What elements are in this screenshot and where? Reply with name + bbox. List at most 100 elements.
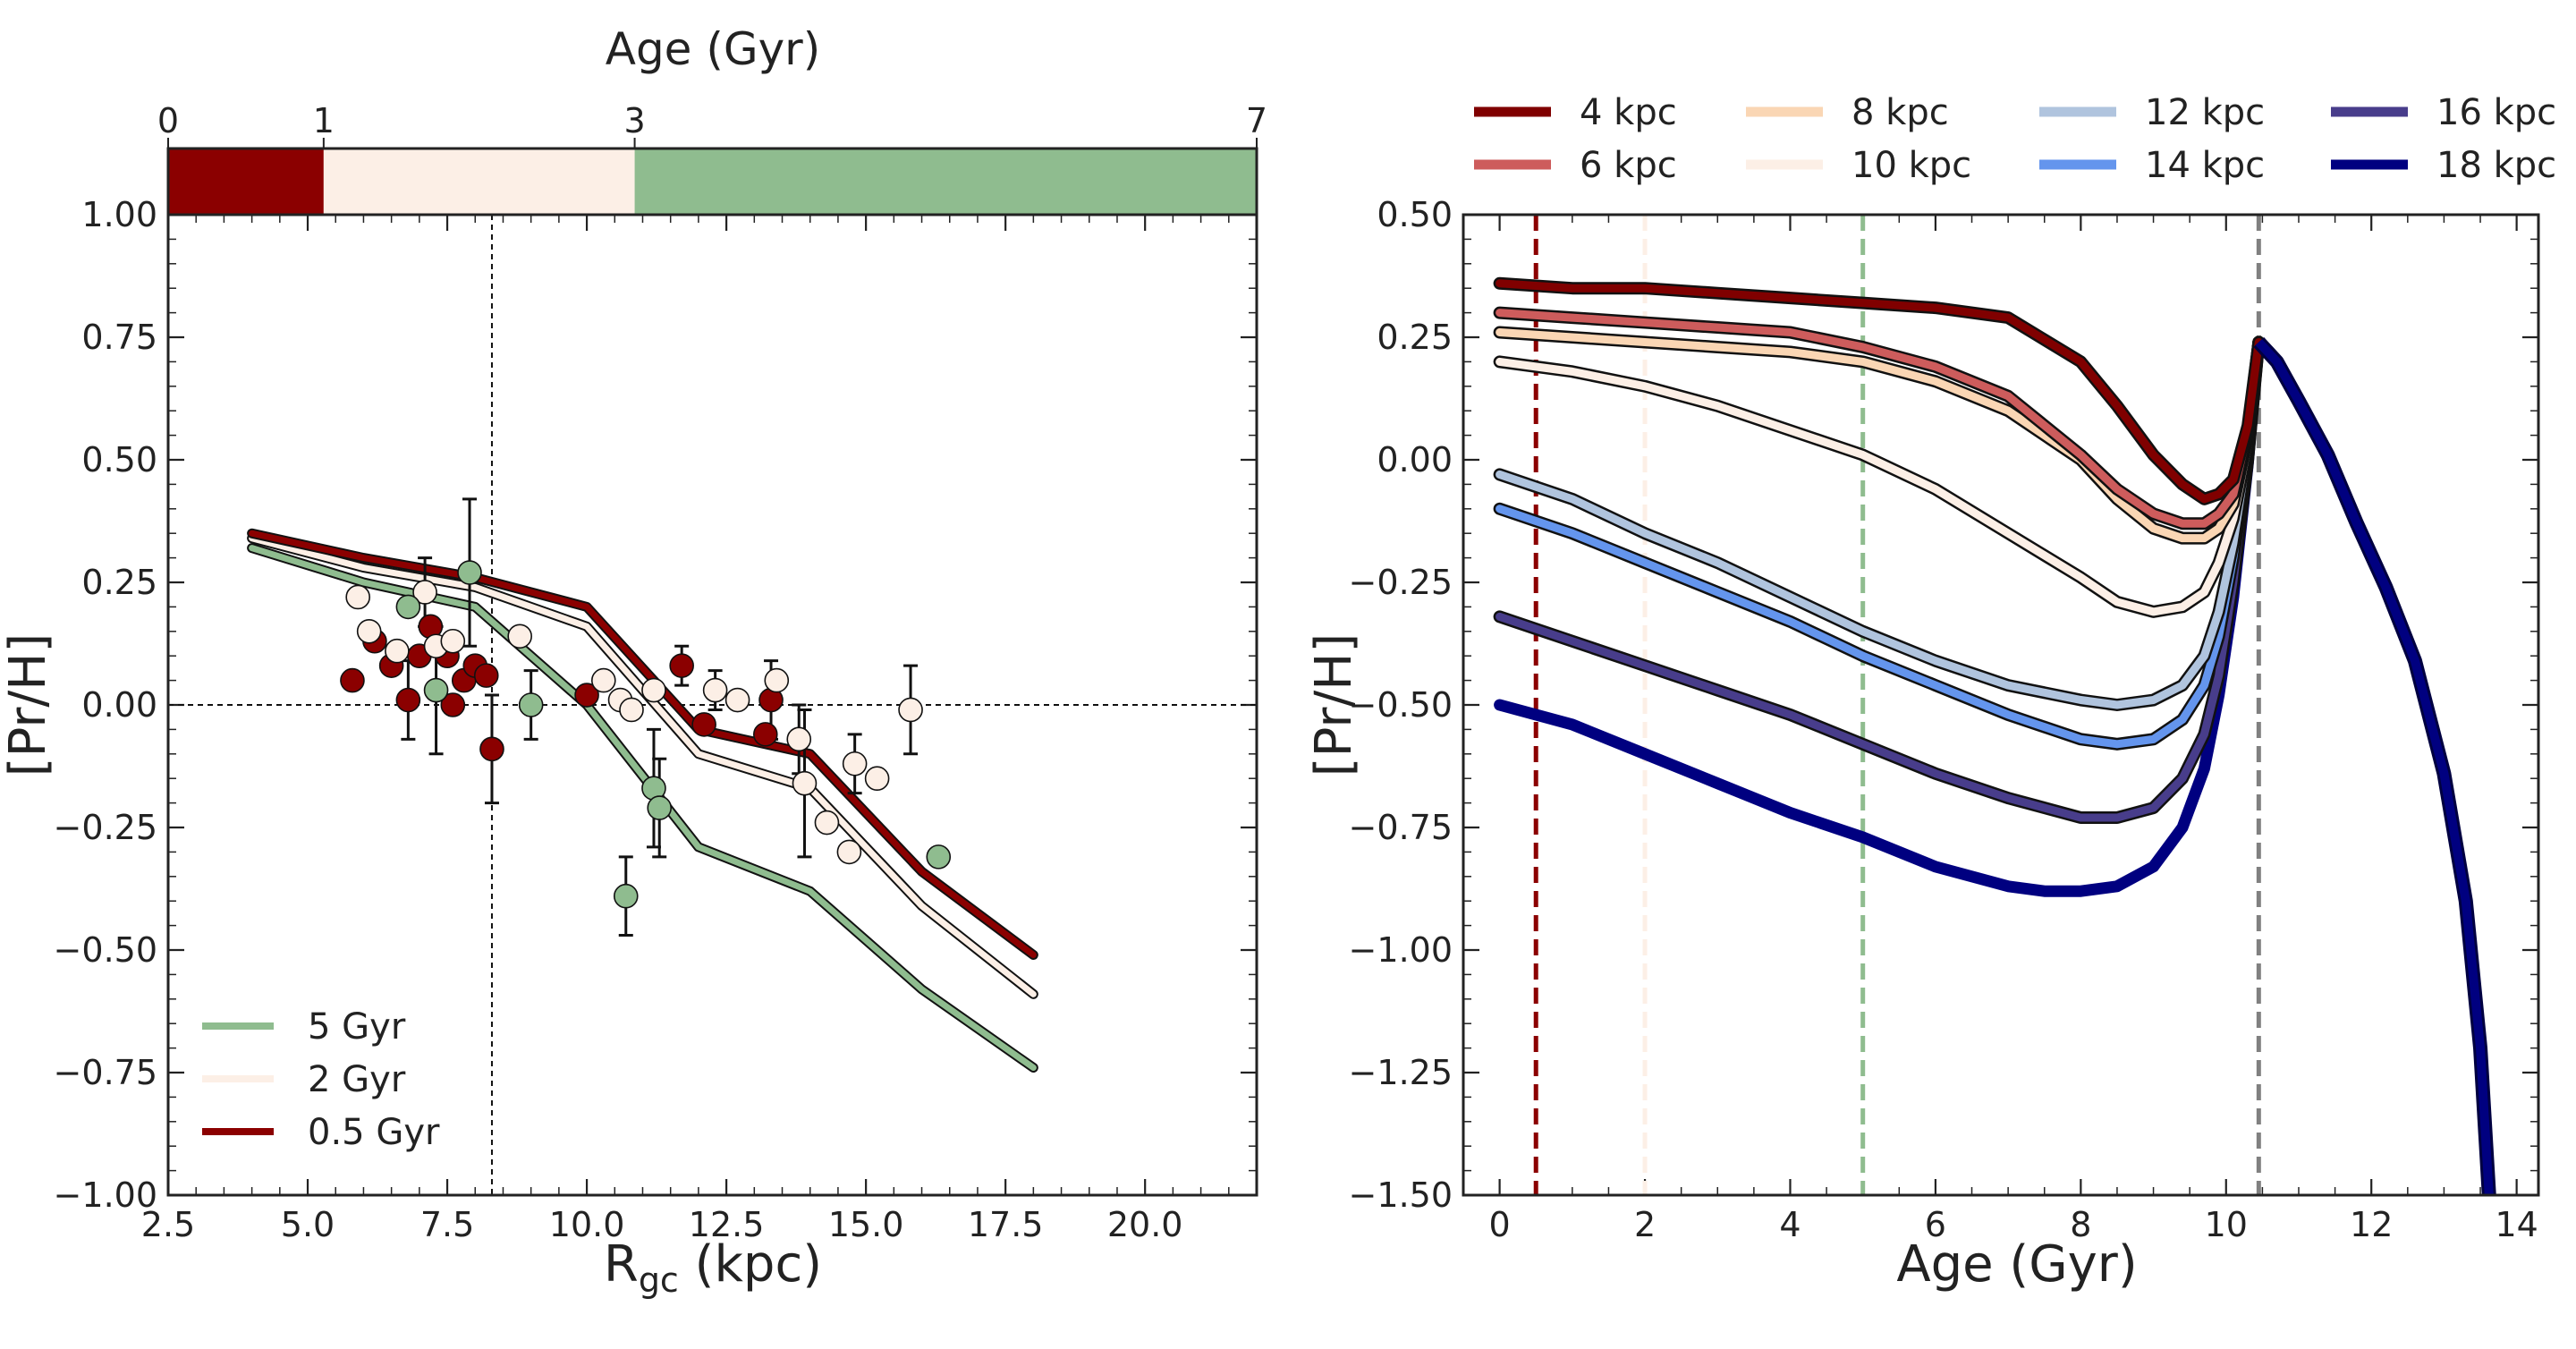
y-tick-label: −0.50 (54, 930, 157, 970)
data-point (669, 653, 694, 678)
legend-label: 4 kpc (1580, 92, 1677, 133)
data-point (440, 692, 466, 717)
series-line-16-kpc (1496, 337, 2263, 822)
data-point (440, 628, 466, 654)
series-line-12-kpc (1496, 337, 2263, 709)
model-lines (247, 528, 1038, 1073)
y-tick-label: −0.25 (54, 808, 157, 847)
data-point (786, 726, 812, 752)
x-axis-label: Rgc (kpc) (604, 1235, 822, 1300)
legend-label: 2 Gyr (308, 1059, 406, 1100)
x-tick-label: 12.5 (689, 1205, 765, 1244)
y-tick-label: 0.00 (1377, 440, 1453, 479)
x-tick-label: 17.5 (968, 1205, 1044, 1244)
colorbar-segment-0 (168, 148, 324, 215)
x-tick-label: 10.0 (549, 1205, 625, 1244)
data-point (395, 594, 421, 620)
data-point (457, 560, 482, 585)
x-tick-label: 5.0 (281, 1205, 335, 1244)
data-point (385, 638, 410, 664)
series-outline-14-kpc (1493, 335, 2266, 751)
x-tick-label: 7.5 (420, 1205, 474, 1244)
shared-tail-line (2255, 339, 2494, 1196)
data-point (926, 844, 952, 870)
y-tick-label: 0.25 (1377, 318, 1453, 357)
y-axis-label: [Pr/H] (0, 633, 57, 776)
y-tick-label: −0.75 (1349, 808, 1453, 847)
legend-label: 12 kpc (2145, 92, 2265, 133)
colorbar-segment-2 (634, 148, 1257, 215)
series-line-4-kpc (1496, 279, 2263, 504)
axis-ticks (1463, 213, 2538, 1197)
y-axis-label: [Pr/H] (1305, 633, 1363, 776)
data-point (752, 722, 778, 747)
series-outline-2-gyr (247, 533, 1038, 999)
legend-label: 16 kpc (2436, 92, 2556, 133)
y-tick-label: 0.50 (81, 440, 157, 479)
data-point (613, 883, 639, 909)
age-marker-lines (1533, 215, 2261, 1195)
y-tick-label: −0.25 (1349, 563, 1453, 602)
series-line-2-gyr (249, 535, 1037, 997)
series-line-5-gyr (249, 545, 1037, 1072)
shared-tail-outline (2253, 337, 2496, 1196)
x-tick-labels: 2.5 5.0 7.5 10.0 12.5 15.0 17.5 20.0 (141, 1205, 1183, 1244)
x-tick-label: 10 (2205, 1205, 2248, 1244)
x-tick-label: 12 (2350, 1205, 2393, 1244)
data-point (691, 712, 716, 737)
colorbar-tick-label: 1 (313, 101, 335, 140)
colorbar-segment-1 (323, 148, 635, 215)
data-point (619, 697, 644, 723)
y-tick-label: −1.25 (1349, 1053, 1453, 1092)
data-point (836, 839, 862, 865)
legend-label: 14 kpc (2145, 145, 2265, 186)
y-tick-labels: −1.00 −0.75 −0.50 −0.25 0.00 0.25 0.50 0.75 1.00 (54, 195, 157, 1215)
data-point (507, 624, 532, 649)
data-point (702, 677, 728, 703)
x-tick-label: 4 (1779, 1205, 1801, 1244)
data-point (412, 580, 437, 605)
colorbar-label: Age (Gyr) (606, 23, 821, 75)
plot-frame (1462, 213, 2540, 1197)
left-panel: Age (Gyr) 0 1 3 7 2.5 5.0 7.5 10.0 12.5 15.0 17.5… (0, 23, 1267, 1300)
legend-label: 8 kpc (1852, 92, 1949, 133)
x-tick-label: 8 (2070, 1205, 2091, 1244)
y-tick-label: 0.75 (81, 318, 157, 357)
evolution-lines (1493, 276, 2496, 1196)
age-colorbar (166, 147, 1258, 216)
legend-label: 10 kpc (1852, 145, 1971, 186)
data-point (340, 667, 365, 693)
data-point (792, 770, 818, 796)
series-line-14-kpc (1496, 337, 2263, 749)
x-axis-label: Age (Gyr) (1896, 1235, 2137, 1294)
x-tick-labels: 0 2 4 6 8 10 12 14 (1489, 1205, 2538, 1244)
legend-label: 5 Gyr (308, 1006, 406, 1048)
legend: 5 Gyr 2 Gyr 0.5 Gyr (202, 1006, 440, 1153)
legend: 4 kpc 6 kpc 8 kpc 10 kpc 12 kpc 14 kpc 16 kpc 1… (1474, 92, 2556, 186)
y-tick-label: −0.75 (54, 1053, 157, 1092)
x-tick-label: 0 (1489, 1205, 1511, 1244)
reference-lines (168, 215, 1257, 1195)
series-line-10-kpc (1496, 337, 2263, 616)
y-tick-label: −0.50 (1349, 685, 1453, 725)
data-point (647, 795, 673, 820)
data-point (898, 697, 923, 723)
data-point (356, 618, 382, 644)
x-tick-label: 15.0 (828, 1205, 904, 1244)
data-point (345, 584, 370, 610)
y-tick-label: 0.00 (81, 685, 157, 725)
x-tick-label: 2.5 (141, 1205, 195, 1244)
x-tick-label: 14 (2495, 1205, 2538, 1244)
x-tick-label: 6 (1925, 1205, 1946, 1244)
y-tick-labels: −1.50 −1.25 −1.00 −0.75 −0.50 −0.25 0.00 0.25 0.… (1349, 195, 1453, 1215)
data-point (423, 677, 449, 703)
y-tick-label: −1.00 (1349, 930, 1453, 970)
legend-label: 6 kpc (1580, 145, 1677, 186)
data-point (764, 667, 790, 693)
data-point (479, 736, 504, 762)
data-point (864, 766, 890, 792)
plot-frame (166, 213, 1258, 1197)
data-points (340, 560, 952, 909)
data-point (590, 667, 616, 693)
